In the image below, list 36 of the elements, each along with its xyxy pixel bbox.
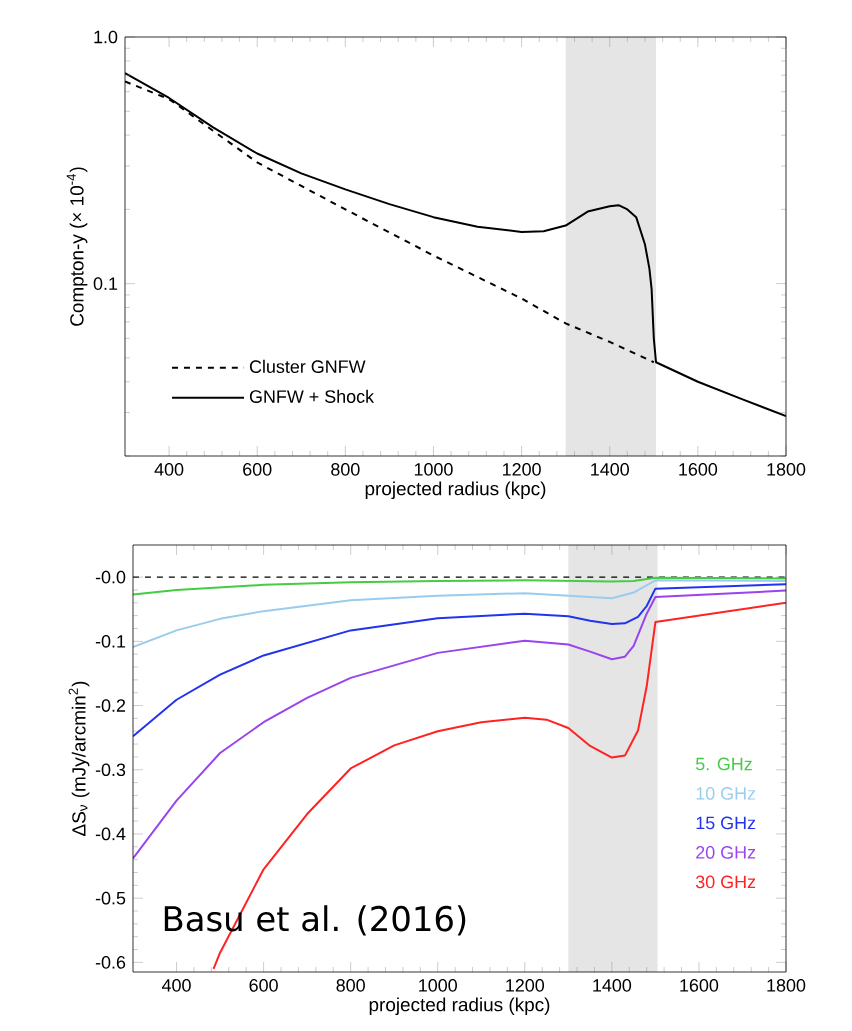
x-tick-label: 1800: [767, 979, 806, 992]
x-tick-label: 1600: [680, 979, 719, 992]
x-tick-label: 1400: [593, 979, 632, 992]
text: 15 GHz: [696, 816, 756, 830]
x-tick-label: 1200: [503, 463, 541, 476]
x-tick-label: 1600: [679, 463, 718, 476]
y-tick-label: 1.0: [94, 30, 118, 44]
text: 20 GHz: [696, 846, 756, 859]
text: 30 GHz: [695, 875, 756, 889]
x-tick-label: 600: [243, 463, 272, 476]
y-axis-title: Compton-y (× 10$^{-4}$): [66, 167, 88, 326]
y-tick-label: -0.0: [95, 570, 126, 584]
y-tick-label: -0.6: [95, 956, 126, 969]
x-tick-label: 1000: [419, 979, 457, 992]
y-tick-label: -0.5: [95, 891, 126, 905]
y-tick-label: -0.1: [95, 634, 126, 648]
x-axis-title: projected radius (kpc): [365, 481, 546, 500]
x-tick-label: 400: [154, 463, 184, 476]
text: 5. GHz: [695, 757, 752, 771]
y-tick-label: -0.4: [95, 827, 126, 841]
x-axis-title: projected radius (kpc): [369, 997, 550, 1016]
x-tick-label: 1800: [767, 463, 806, 476]
y-tick-label: -0.3: [95, 763, 126, 777]
y-tick-label: -0.2: [95, 699, 126, 712]
x-tick-label: 1400: [591, 463, 629, 476]
x-tick-label: 1000: [414, 463, 453, 476]
x-tick-label: 400: [161, 979, 191, 992]
text: 10 GHz: [696, 787, 756, 800]
x-tick-label: 600: [249, 979, 278, 992]
x-tick-label: 800: [336, 979, 365, 992]
legend-label: GNFW + Shock: [249, 389, 375, 403]
y-axis-title: ΔS$_{ν}$ (mJy/arcmin$^{2}$): [68, 681, 90, 836]
legend-label: Cluster GNFW: [249, 359, 366, 373]
x-tick-label: 1200: [506, 979, 545, 992]
y-tick-label: 0.1: [93, 277, 118, 290]
x-tick-label: 800: [331, 463, 360, 476]
